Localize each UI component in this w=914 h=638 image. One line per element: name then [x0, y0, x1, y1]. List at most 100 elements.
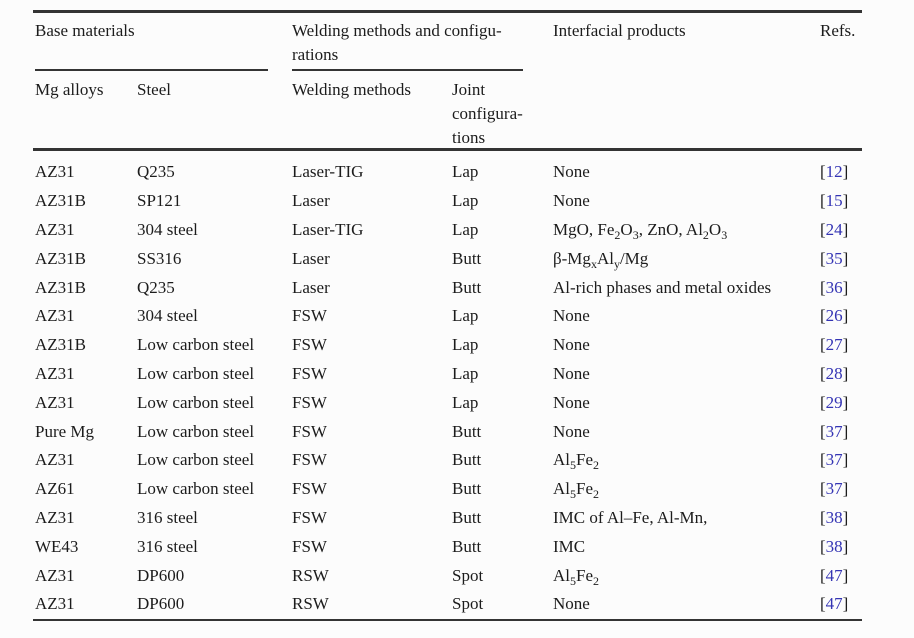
table-row: AZ31 316 steel FSW Butt IMC of Al–Fe, Al-Mn,… — [35, 504, 862, 533]
cell-welding-method: RSW — [292, 565, 329, 585]
cell-mg-alloy: AZ31B — [35, 191, 86, 211]
table-row: Pure Mg Low carbon steel FSW Butt None [37] — [35, 417, 862, 446]
table-row: AZ31 Low carbon steel FSW Lap None [28] — [35, 360, 862, 389]
base-materials-group-rule — [35, 69, 268, 71]
citation-number: 47 — [825, 594, 843, 614]
citation-ref-link[interactable]: [37] — [820, 421, 849, 441]
citation-number: 27 — [825, 335, 843, 355]
cell-interfacial-products: None — [553, 392, 590, 412]
table-row: AZ31B Q235 Laser Butt Al-rich phases and met… — [35, 273, 862, 302]
cell-welding-method: FSW — [292, 421, 327, 441]
citation-ref-link[interactable]: [38] — [820, 536, 849, 556]
cell-joint-configuration: Spot — [452, 594, 484, 614]
citation-number: 47 — [825, 565, 843, 585]
citation-ref-link[interactable]: [15] — [820, 191, 849, 211]
citation-ref-link[interactable]: [36] — [820, 277, 849, 297]
table-row: AZ61 Low carbon steel FSW Butt Al5Fe2 [37] — [35, 475, 862, 504]
cell-steel: Q235 — [137, 277, 175, 297]
table-row: AZ31 Low carbon steel FSW Lap None [29] — [35, 388, 862, 417]
cell-welding-method: Laser-TIG — [292, 219, 364, 239]
cell-welding-method: FSW — [292, 507, 327, 527]
cell-interfacial-products: None — [553, 162, 590, 182]
citation-ref-link[interactable]: [26] — [820, 306, 849, 326]
cell-joint-configuration: Butt — [452, 277, 482, 297]
cell-interfacial-products: None — [553, 594, 590, 614]
citation-ref-link[interactable]: [12] — [820, 162, 849, 182]
cell-welding-method: FSW — [292, 479, 327, 499]
cell-welding-method: FSW — [292, 536, 327, 556]
cell-joint-configuration: Spot — [452, 565, 484, 585]
table-header-rule — [33, 148, 862, 151]
cell-steel: 304 steel — [137, 219, 198, 239]
cell-welding-method: Laser — [292, 248, 330, 268]
cell-welding-method: Laser — [292, 277, 330, 297]
column-header-refs: Refs. — [820, 21, 856, 40]
cell-steel: Low carbon steel — [137, 363, 255, 383]
cell-interfacial-products: Al-rich phases and metal oxides — [553, 277, 772, 297]
table-row: AZ31 Q235 Laser-TIG Lap None [12] — [35, 158, 862, 187]
cell-interfacial-products: IMC of Al–Fe, Al-Mn, — [553, 507, 708, 527]
cell-interfacial-products: None — [553, 191, 590, 211]
citation-ref-link[interactable]: [47] — [820, 565, 849, 585]
cell-steel: Low carbon steel — [137, 421, 255, 441]
cell-mg-alloy: AZ31B — [35, 277, 86, 297]
column-header-steel: Steel — [137, 80, 171, 99]
cell-steel: SS316 — [137, 248, 182, 268]
cell-steel: Low carbon steel — [137, 392, 255, 412]
cell-mg-alloy: AZ31 — [35, 565, 75, 585]
cell-welding-method: FSW — [292, 335, 327, 355]
citation-ref-link[interactable]: [47] — [820, 594, 849, 614]
cell-joint-configuration: Butt — [452, 536, 482, 556]
table-row: AZ31 DP600 RSW Spot Al5Fe2 [47] — [35, 561, 862, 590]
cell-joint-configuration: Lap — [452, 219, 479, 239]
table-bottom-rule — [33, 619, 862, 621]
citation-number: 38 — [825, 536, 843, 556]
column-header-joint-configurations: Joint configura- tions — [452, 80, 523, 147]
citation-number: 15 — [825, 191, 843, 211]
cell-interfacial-products: None — [553, 335, 590, 355]
citation-ref-link[interactable]: [35] — [820, 248, 849, 268]
cell-welding-method: Laser — [292, 191, 330, 211]
table-row: AZ31 304 steel Laser-TIG Lap MgO, Fe2O3, ZnO… — [35, 216, 862, 245]
citation-ref-link[interactable]: [27] — [820, 335, 849, 355]
citation-ref-link[interactable]: [37] — [820, 450, 849, 470]
cell-interfacial-products: None — [553, 306, 590, 326]
column-header-interfacial-products: Interfacial products — [553, 21, 686, 40]
table-row: AZ31 DP600 RSW Spot None [47] — [35, 590, 862, 619]
citation-number: 28 — [825, 363, 843, 383]
cell-interfacial-products: Al5Fe2 — [553, 565, 599, 588]
column-group-welding-methods-configurations: Welding methods and configu- rations — [292, 21, 502, 64]
cell-welding-method: FSW — [292, 392, 327, 412]
table-row: AZ31 Low carbon steel FSW Butt Al5Fe2 [37] — [35, 446, 862, 475]
cell-interfacial-products: MgO, Fe2O3, ZnO, Al2O3 — [553, 219, 728, 242]
citation-ref-link[interactable]: [38] — [820, 507, 849, 527]
citation-ref-link[interactable]: [28] — [820, 363, 849, 383]
column-group-base-materials: Base materials — [35, 21, 135, 40]
cell-mg-alloy: AZ31 — [35, 392, 75, 412]
cell-welding-method: Laser-TIG — [292, 162, 364, 182]
cell-welding-method: FSW — [292, 363, 327, 383]
citation-number: 36 — [825, 277, 843, 297]
cell-mg-alloy: AZ31 — [35, 507, 75, 527]
column-header-mg-alloys: Mg alloys — [35, 80, 104, 99]
citation-number: 12 — [825, 162, 843, 182]
cell-mg-alloy: Pure Mg — [35, 421, 95, 441]
cell-steel: Low carbon steel — [137, 335, 255, 355]
cell-mg-alloy: AZ31 — [35, 162, 75, 182]
cell-steel: 316 steel — [137, 507, 198, 527]
table-row: AZ31B SP121 Laser Lap None [15] — [35, 187, 862, 216]
cell-steel: Low carbon steel — [137, 479, 255, 499]
cell-mg-alloy: AZ31B — [35, 335, 86, 355]
cell-joint-configuration: Butt — [452, 450, 482, 470]
cell-joint-configuration: Lap — [452, 363, 479, 383]
cell-joint-configuration: Butt — [452, 507, 482, 527]
citation-ref-link[interactable]: [29] — [820, 392, 849, 412]
cell-mg-alloy: AZ31 — [35, 219, 75, 239]
cell-mg-alloy: AZ61 — [35, 479, 75, 499]
cell-mg-alloy: WE43 — [35, 536, 79, 556]
citation-ref-link[interactable]: [24] — [820, 219, 849, 239]
cell-joint-configuration: Lap — [452, 392, 479, 412]
cell-interfacial-products: None — [553, 421, 590, 441]
citation-ref-link[interactable]: [37] — [820, 479, 849, 499]
citation-number: 26 — [825, 306, 843, 326]
